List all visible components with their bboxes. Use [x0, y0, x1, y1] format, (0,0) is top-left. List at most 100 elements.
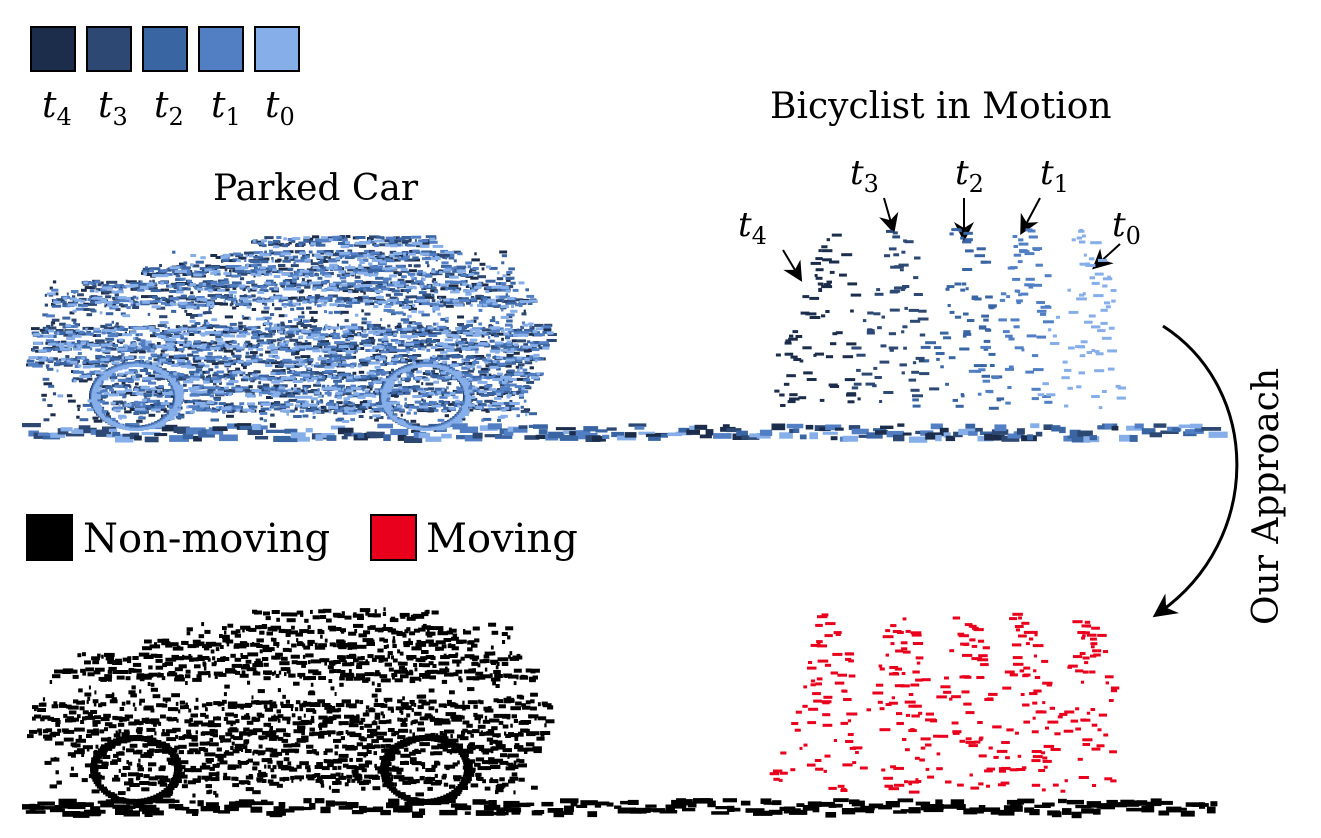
- cloud-point: [91, 364, 103, 368]
- cloud-point: [375, 284, 385, 288]
- cloud-point: [115, 375, 117, 379]
- cloud-point: [108, 284, 114, 288]
- cloud-point: [281, 285, 286, 289]
- cloud-point: [390, 388, 399, 392]
- cloud-point: [325, 326, 335, 330]
- cloud-point: [405, 335, 415, 339]
- cloud-point: [475, 357, 480, 361]
- cloud-point: [58, 332, 64, 336]
- cloud-point: [380, 281, 386, 285]
- cloud-point: [121, 349, 133, 352]
- cloud-point: [263, 316, 272, 320]
- cloud-point: [298, 243, 302, 247]
- cloud-point: [477, 380, 488, 384]
- cloud-point: [486, 372, 489, 376]
- cloud-point: [123, 344, 128, 348]
- cloud-point: [201, 392, 211, 396]
- cloud-point: [349, 394, 360, 398]
- cloud-point: [412, 256, 419, 260]
- cloud-point: [267, 340, 271, 343]
- cloud-point: [433, 406, 437, 410]
- cloud-point: [160, 269, 168, 273]
- cloud-point: [263, 419, 267, 423]
- cloud-point: [231, 281, 242, 285]
- cloud-point: [214, 365, 219, 369]
- cloud-point: [487, 363, 498, 367]
- cloud-point: [431, 370, 436, 374]
- cloud-point: [357, 395, 366, 399]
- cloud-point: [481, 334, 485, 338]
- cloud-point: [251, 389, 262, 392]
- cloud-point: [346, 376, 353, 380]
- cloud-point: [535, 327, 544, 331]
- cloud-point: [467, 365, 475, 369]
- cloud-point: [396, 390, 399, 394]
- cloud-point: [101, 328, 110, 332]
- cloud-point: [385, 371, 389, 375]
- cloud-point: [311, 316, 314, 320]
- cloud-point: [188, 327, 198, 331]
- cloud-point: [348, 244, 354, 248]
- cloud-point: [164, 298, 174, 302]
- cloud-point: [411, 341, 420, 345]
- cloud-point: [264, 361, 268, 365]
- cloud-point: [242, 366, 247, 370]
- cloud-point: [403, 320, 410, 324]
- cloud-point: [492, 329, 500, 333]
- cloud-point: [330, 253, 341, 257]
- cloud-point: [103, 290, 110, 294]
- cloud-point: [282, 358, 292, 362]
- cloud-point: [375, 252, 385, 256]
- cloud-point: [67, 301, 74, 305]
- cloud-point: [364, 341, 375, 345]
- cloud-point: [505, 342, 512, 346]
- ground-point: [425, 436, 442, 442]
- cloud-point: [32, 364, 43, 368]
- cloud-point: [507, 296, 515, 300]
- cloud-point: [274, 243, 283, 247]
- cloud-point: [171, 335, 181, 339]
- cloud-point: [162, 347, 173, 351]
- cloud-point: [310, 274, 314, 277]
- cloud-point: [259, 341, 269, 345]
- cloud-point: [221, 259, 230, 262]
- cloud-point: [376, 369, 384, 372]
- cloud-point: [376, 392, 379, 396]
- cloud-point: [207, 294, 217, 298]
- cloud-point: [129, 284, 139, 287]
- cloud-point: [250, 410, 255, 413]
- cloud-point: [528, 412, 537, 416]
- cloud-point: [295, 296, 298, 300]
- cloud-point: [123, 327, 127, 331]
- cloud-point: [331, 363, 339, 366]
- cloud-point: [491, 403, 502, 407]
- cloud-point: [448, 256, 455, 260]
- ground-point: [875, 430, 888, 435]
- cloud-point: [518, 333, 527, 337]
- ground-point: [1160, 430, 1179, 434]
- cloud-point: [166, 375, 171, 379]
- cloud-point: [401, 305, 411, 309]
- cloud-point: [91, 394, 101, 398]
- cloud-point: [317, 261, 324, 265]
- cloud-point: [63, 363, 73, 367]
- cloud-point: [77, 352, 82, 355]
- cloud-point: [303, 359, 313, 363]
- cloud-point: [224, 268, 228, 272]
- cloud-point: [318, 355, 322, 359]
- cloud-point: [232, 269, 237, 273]
- cloud-point: [69, 311, 75, 315]
- cloud-point: [384, 397, 391, 401]
- cloud-point: [361, 268, 367, 272]
- cloud-point: [121, 374, 127, 378]
- ground-point: [122, 433, 133, 437]
- ground-point: [518, 425, 528, 429]
- cloud-point: [492, 402, 503, 406]
- cloud-point: [72, 358, 78, 362]
- cloud-point: [389, 254, 395, 258]
- cloud-point: [344, 363, 352, 367]
- cloud-point: [273, 252, 282, 256]
- cloud-point: [336, 296, 343, 300]
- cloud-point: [373, 305, 379, 309]
- cloud-point: [267, 376, 278, 380]
